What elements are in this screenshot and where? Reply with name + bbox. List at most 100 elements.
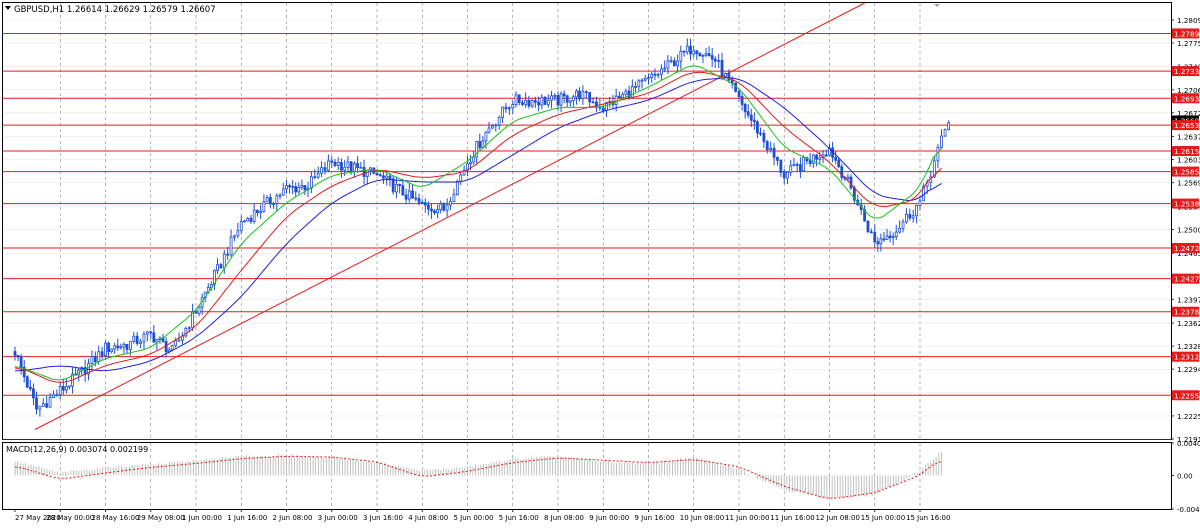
- candle: [591, 97, 595, 104]
- time-tick-label: 10 Jun 08:00: [680, 514, 724, 522]
- candle: [149, 330, 153, 339]
- candle: [362, 159, 366, 185]
- macd-panel[interactable]: [2, 442, 1172, 510]
- level-price-label: 1.22555: [1174, 391, 1200, 400]
- candle: [932, 155, 936, 178]
- candle: [316, 166, 320, 180]
- candle: [398, 183, 402, 194]
- candle: [898, 220, 902, 234]
- candle: [184, 326, 188, 338]
- candle: [326, 154, 330, 173]
- candle: [571, 94, 575, 108]
- candle: [565, 94, 569, 108]
- candle: [52, 390, 55, 398]
- candle: [359, 162, 363, 169]
- candle: [281, 182, 285, 196]
- candle: [637, 78, 641, 91]
- horizontal-levels[interactable]: [3, 32, 1171, 396]
- candle: [634, 81, 637, 92]
- candle: [947, 120, 951, 131]
- price-panel[interactable]: [2, 2, 1172, 440]
- candle: [104, 340, 107, 360]
- candle: [445, 198, 449, 217]
- candle: [252, 203, 256, 224]
- candle: [352, 161, 356, 179]
- candle: [765, 140, 769, 154]
- level-price-tag: 1.26539: [1172, 120, 1200, 131]
- candle: [268, 193, 272, 209]
- candle: [511, 100, 515, 115]
- candle: [478, 133, 482, 151]
- candle: [882, 232, 886, 242]
- candle: [911, 209, 915, 223]
- candle: [430, 203, 433, 219]
- candle: [752, 112, 756, 130]
- time-tick-label: 29 May 08:00: [137, 514, 185, 522]
- candle: [743, 102, 747, 119]
- candle: [546, 94, 550, 108]
- level-price-tag: 1.22555: [1172, 390, 1200, 401]
- candle: [288, 183, 291, 194]
- candle: [278, 193, 282, 200]
- candle: [246, 216, 250, 222]
- price-tick-label: 1.22250: [1177, 412, 1200, 421]
- time-tick-label: 9 Jun 00:00: [589, 514, 629, 522]
- level-price-label: 1.25382: [1174, 200, 1200, 209]
- level-price-label: 1.24727: [1174, 244, 1200, 253]
- candle: [701, 54, 705, 64]
- candle: [891, 232, 895, 246]
- candle: [905, 208, 908, 224]
- candle: [385, 171, 389, 186]
- candle: [704, 47, 708, 58]
- candle: [521, 99, 524, 107]
- candle: [346, 156, 350, 172]
- candle: [618, 91, 621, 99]
- candle: [802, 155, 806, 173]
- candle: [588, 92, 592, 108]
- candle: [497, 115, 501, 130]
- candle: [449, 197, 452, 211]
- candle: [533, 96, 537, 108]
- candle: [407, 182, 411, 203]
- candle: [213, 269, 216, 291]
- candle: [782, 168, 786, 185]
- price-tick-label: 1.27750: [1177, 39, 1200, 48]
- candle: [824, 149, 828, 158]
- price-tick-label: 1.24650: [1177, 249, 1200, 258]
- candle: [873, 224, 877, 248]
- time-tick-label: 3 Jun 16:00: [363, 514, 403, 522]
- candle: [501, 106, 504, 124]
- candle: [553, 93, 557, 101]
- price-tick-label: 1.23620: [1177, 319, 1200, 328]
- candle: [333, 158, 337, 168]
- candle: [417, 193, 421, 206]
- vertical-grid: [59, 3, 921, 509]
- level-price-label: 1.24275: [1174, 275, 1200, 284]
- triangle-down-icon[interactable]: [5, 6, 11, 10]
- candle: [695, 49, 699, 60]
- price-tick-label: 1.26720: [1177, 109, 1200, 118]
- candle: [559, 91, 563, 112]
- candle: [682, 50, 686, 57]
- candle: [556, 91, 560, 111]
- candle: [401, 178, 405, 196]
- candle: [811, 153, 815, 168]
- candle: [404, 188, 408, 204]
- candle: [514, 91, 518, 108]
- price-tick-label: 1.21910: [1177, 435, 1200, 444]
- candle: [537, 96, 541, 112]
- candle: [275, 193, 279, 212]
- time-tick-label: 12 Jun 08:00: [816, 514, 860, 522]
- candle: [789, 160, 793, 177]
- candle: [61, 378, 65, 395]
- ma-fast-line: [14, 65, 942, 381]
- price-tick-label: 1.26030: [1177, 156, 1200, 165]
- candle: [323, 161, 327, 175]
- candle: [849, 174, 853, 190]
- candle: [340, 158, 343, 178]
- candle: [524, 92, 528, 109]
- candle: [679, 45, 683, 70]
